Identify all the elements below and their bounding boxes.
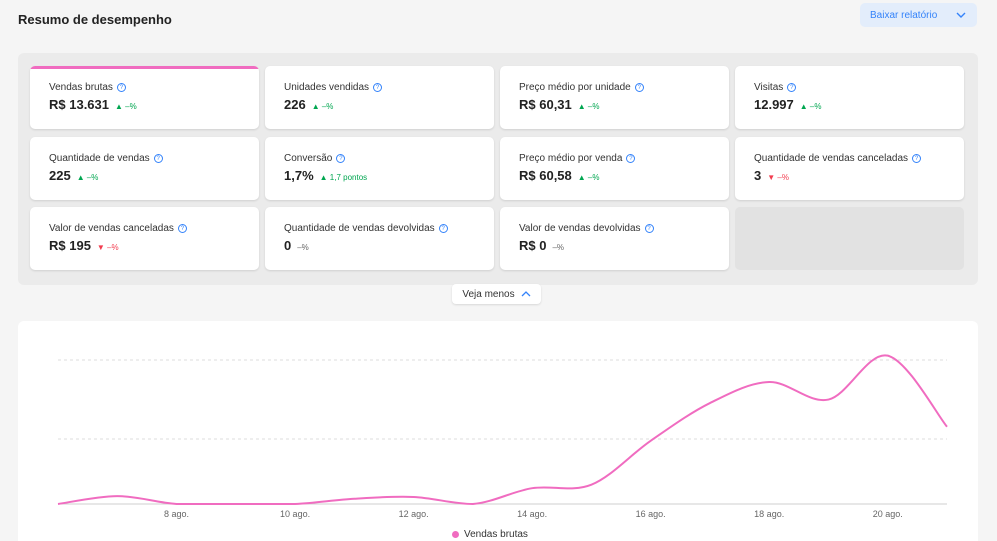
metric-delta: ▲ –% [577, 173, 600, 182]
series-line-vendas-brutas[interactable] [57, 354, 948, 506]
metric-value: R$ 195 [49, 238, 91, 253]
x-tick-label: 8 ago. [164, 509, 189, 519]
metric-delta: ▲ 1,7 pontos [319, 173, 368, 182]
chevron-up-icon [521, 291, 531, 297]
metric-delta: ▼ –% [767, 173, 789, 182]
metric-card-vendas-brutas[interactable]: Vendas brutas? R$ 13.631 ▲ –% [30, 66, 259, 129]
info-icon[interactable]: ? [787, 83, 797, 92]
metric-label: Valor de vendas devolvidas [519, 223, 641, 234]
metric-label: Quantidade de vendas canceladas [754, 153, 909, 164]
x-tick-label: 16 ago. [636, 509, 666, 519]
metric-value: 0 [284, 238, 292, 253]
metric-label: Valor de vendas canceladas [49, 223, 174, 234]
metric-value: R$ 60,31 [519, 97, 572, 112]
empty-metric-slot [735, 207, 964, 270]
info-icon[interactable]: ? [634, 83, 644, 92]
legend-label: Vendas brutas [464, 529, 528, 540]
metric-delta: ▲ –% [577, 102, 600, 111]
metric-delta: ▲ –% [115, 102, 137, 111]
metric-delta: –% [552, 243, 565, 252]
info-icon[interactable]: ? [644, 224, 654, 233]
metric-card-valor-devolvidas[interactable]: Valor de vendas devolvidas? R$ 0 –% [500, 207, 729, 270]
x-tick-label: 10 ago. [280, 509, 310, 519]
page-title: Resumo de desempenho [18, 12, 172, 27]
metric-label: Quantidade de vendas devolvidas [284, 223, 435, 234]
metric-card-quantidade-vendas[interactable]: Quantidade de vendas? 225 ▲ –% [30, 137, 259, 200]
metric-value: 225 [49, 168, 71, 183]
metric-value: 3 [754, 168, 762, 183]
metric-label: Unidades vendidas [284, 82, 370, 93]
x-tick-label: 12 ago. [399, 509, 429, 519]
metric-card-visitas[interactable]: Visitas? 12.997 ▲ –% [735, 66, 964, 129]
metric-label: Quantidade de vendas [49, 153, 150, 164]
download-report-button[interactable]: Baixar relatório [860, 3, 977, 27]
info-icon[interactable]: ? [912, 154, 922, 163]
metric-card-preco-medio-venda[interactable]: Preço médio por venda? R$ 60,58 ▲ –% [500, 137, 729, 200]
metric-card-quantidade-canceladas[interactable]: Quantidade de vendas canceladas? 3 ▼ –% [735, 137, 964, 200]
metric-delta: ▲ –% [76, 173, 99, 182]
metric-value: 226 [284, 97, 306, 112]
info-icon[interactable]: ? [336, 154, 346, 163]
info-icon[interactable]: ? [626, 154, 636, 163]
metric-delta: ▲ –% [799, 102, 822, 111]
see-less-label: Veja menos [462, 288, 515, 300]
x-tick-label: 20 ago. [873, 509, 903, 519]
metric-card-preco-medio-unidade[interactable]: Preço médio por unidade? R$ 60,31 ▲ –% [500, 66, 729, 129]
metric-value: R$ 13.631 [49, 97, 109, 112]
metric-label: Vendas brutas [49, 82, 113, 93]
x-tick-label: 18 ago. [754, 509, 784, 519]
legend-swatch [452, 531, 459, 538]
metric-value: R$ 60,58 [519, 168, 572, 183]
metric-label: Visitas [754, 82, 784, 93]
info-icon[interactable]: ? [153, 154, 163, 163]
metric-card-valor-canceladas[interactable]: Valor de vendas canceladas? R$ 195 ▼ –% [30, 207, 259, 270]
sales-line-chart: 8 ago. 10 ago. 12 ago. 14 ago. 16 ago. 18 ago… [57, 354, 948, 519]
x-tick-label: 14 ago. [517, 509, 547, 519]
metric-card-unidades-vendidas[interactable]: Unidades vendidas? 226 ▲ –% [265, 66, 494, 129]
metric-delta: ▲ –% [311, 102, 334, 111]
info-icon[interactable]: ? [373, 83, 383, 92]
see-less-button[interactable]: Veja menos [452, 284, 541, 304]
info-icon[interactable]: ? [116, 83, 126, 92]
metric-label: Preço médio por venda [519, 153, 623, 164]
info-icon[interactable]: ? [177, 224, 187, 233]
metric-label: Preço médio por unidade [519, 82, 631, 93]
download-report-label: Baixar relatório [870, 9, 938, 21]
metric-delta: –% [297, 243, 309, 252]
metric-card-quantidade-devolvidas[interactable]: Quantidade de vendas devolvidas? 0 –% [265, 207, 494, 270]
chart-legend[interactable]: Vendas brutas [452, 529, 528, 540]
metric-value: R$ 0 [519, 238, 547, 253]
metric-delta: ▼ –% [96, 243, 119, 252]
metric-value: 12.997 [754, 97, 794, 112]
metric-card-conversao[interactable]: Conversão? 1,7% ▲ 1,7 pontos [265, 137, 494, 200]
chevron-down-icon [956, 12, 966, 18]
info-icon[interactable]: ? [438, 224, 448, 233]
metric-value: 1,7% [284, 168, 314, 183]
metric-label: Conversão [284, 153, 333, 164]
